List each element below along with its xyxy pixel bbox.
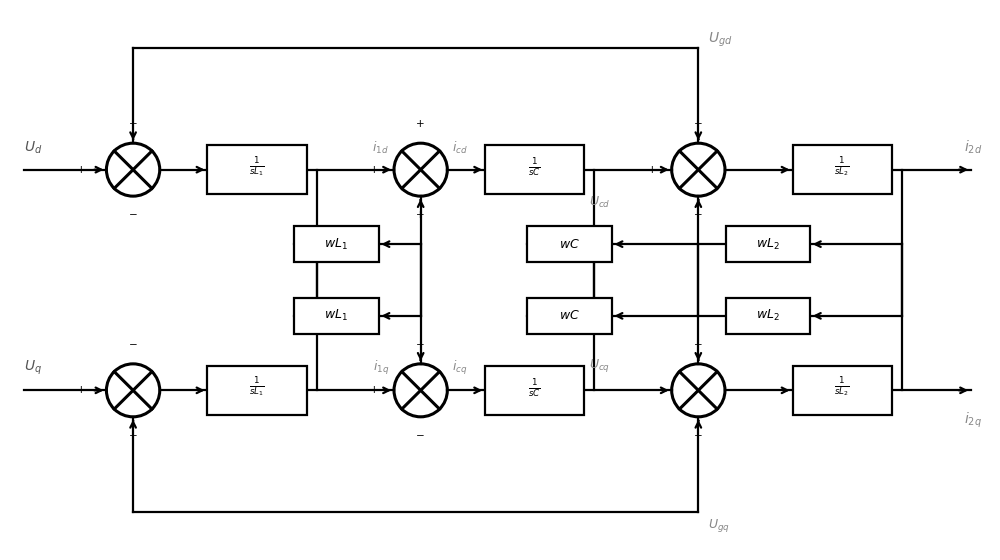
Text: $\frac{1}{sL_2}$: $\frac{1}{sL_2}$ (834, 376, 850, 399)
Text: +: + (77, 385, 86, 395)
Text: $U_{gq}$: $U_{gq}$ (708, 517, 730, 534)
Bar (793, 145, 892, 194)
Text: +: + (416, 119, 425, 129)
Text: $U_d$: $U_d$ (24, 139, 42, 156)
Text: $\frac{1}{sC}$: $\frac{1}{sC}$ (528, 377, 541, 399)
Text: +: + (370, 385, 378, 395)
Bar (726, 226, 810, 262)
Bar (207, 366, 307, 415)
Bar (726, 298, 810, 334)
Text: $U_{cq}$: $U_{cq}$ (589, 357, 610, 374)
Text: +: + (77, 165, 86, 175)
Text: +: + (129, 119, 137, 129)
Text: −: − (694, 431, 703, 441)
Text: $i_{cd}$: $i_{cd}$ (452, 139, 468, 156)
Bar (527, 226, 612, 262)
Bar (527, 298, 612, 334)
Text: $wL_2$: $wL_2$ (756, 309, 780, 324)
Text: $\frac{1}{sC}$: $\frac{1}{sC}$ (528, 156, 541, 178)
Bar (485, 145, 584, 194)
Text: $wL_2$: $wL_2$ (756, 236, 780, 251)
Text: −: − (647, 385, 656, 395)
Text: $wC$: $wC$ (559, 309, 580, 323)
Text: −: − (129, 211, 137, 221)
Text: $U_{cd}$: $U_{cd}$ (589, 195, 611, 211)
Text: +: + (694, 211, 703, 221)
Text: $wC$: $wC$ (559, 237, 580, 251)
Bar (294, 226, 379, 262)
Text: +: + (694, 339, 703, 349)
Text: $\frac{1}{sL_1}$: $\frac{1}{sL_1}$ (249, 155, 265, 179)
Text: $i_{2q}$: $i_{2q}$ (964, 411, 982, 430)
Text: $\frac{1}{sL_1}$: $\frac{1}{sL_1}$ (249, 376, 265, 399)
Text: $U_{gd}$: $U_{gd}$ (708, 31, 733, 49)
Text: −: − (416, 431, 425, 441)
Text: +: + (370, 165, 378, 175)
Text: +: + (416, 211, 425, 221)
Text: $wL_1$: $wL_1$ (324, 309, 348, 324)
Text: +: + (648, 165, 656, 175)
Bar (793, 366, 892, 415)
Text: $i_{2d}$: $i_{2d}$ (964, 139, 982, 156)
Bar (294, 298, 379, 334)
Text: −: − (129, 431, 137, 441)
Text: $i_{1d}$: $i_{1d}$ (372, 139, 389, 156)
Text: −: − (416, 339, 425, 349)
Text: $i_{cq}$: $i_{cq}$ (452, 360, 468, 377)
Text: $wL_1$: $wL_1$ (324, 236, 348, 251)
Text: −: − (129, 339, 137, 349)
Text: $U_q$: $U_q$ (24, 359, 42, 377)
Text: −: − (694, 119, 703, 129)
Text: $\frac{1}{sL_2}$: $\frac{1}{sL_2}$ (834, 155, 850, 179)
Bar (207, 145, 307, 194)
Bar (485, 366, 584, 415)
Text: $i_{1q}$: $i_{1q}$ (373, 360, 389, 377)
